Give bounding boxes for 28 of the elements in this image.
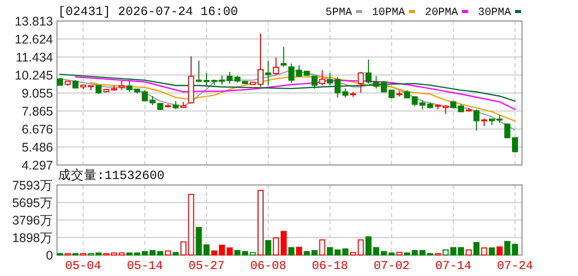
y-tick-label: 0 (46, 248, 54, 262)
legend-label: 5PMA (326, 7, 352, 19)
y-tick-label: 13.813 (14, 14, 54, 28)
legend-label: 30PMA (478, 7, 512, 19)
y-tick-label: 10.245 (14, 68, 54, 82)
legend-label: 10PMA (372, 7, 406, 19)
y-tick-label: 5.486 (22, 140, 54, 155)
x-tick-label: 06-08 (250, 259, 286, 273)
chart-title: 成交量:11532600 (58, 167, 165, 183)
x-tick-label: 06-18 (312, 259, 348, 273)
y-tick-label: 11.434 (16, 50, 54, 64)
x-tick-label: 07-02 (374, 259, 410, 273)
chart-title: [02431] 2026-07-24 16:00 (58, 5, 238, 19)
y-tick-label: 6.676 (22, 122, 54, 136)
y-tick-label: 12.624 (14, 32, 54, 46)
x-tick-label: 07-24 (496, 259, 534, 273)
y-tick-label: 3796万 (12, 214, 53, 228)
y-tick-label: 1898万 (12, 231, 53, 245)
y-tick-label: 9.055 (22, 86, 54, 100)
x-tick-label: 05-27 (188, 259, 225, 273)
y-tick-label: 5695万 (12, 196, 53, 210)
x-tick-label: 07-14 (435, 259, 472, 273)
x-tick-label: 05-14 (126, 259, 163, 273)
y-tick-label: 4.297 (22, 158, 54, 172)
y-tick-label: 7593万 (12, 178, 53, 192)
y-tick-label: 7.865 (22, 104, 54, 119)
x-tick-label: 05-04 (65, 259, 102, 273)
legend-label: 20PMA (424, 7, 458, 19)
